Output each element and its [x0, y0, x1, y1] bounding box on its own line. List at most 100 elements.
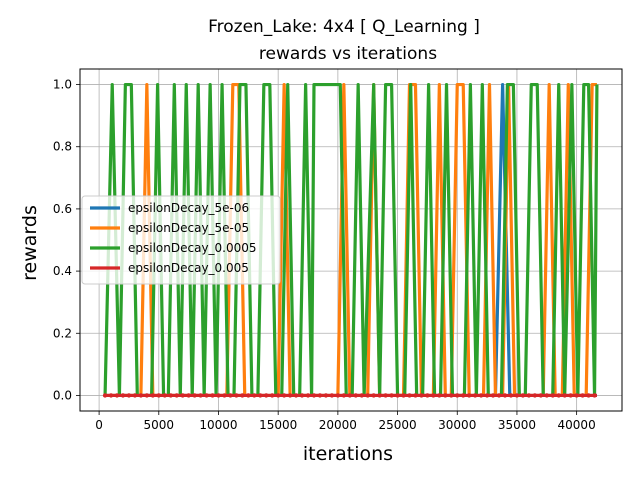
- series-marker-3: [580, 393, 585, 398]
- series-marker-3: [407, 393, 412, 398]
- series-marker-3: [180, 393, 185, 398]
- series-marker-3: [192, 393, 197, 398]
- series-marker-3: [419, 393, 424, 398]
- y-tick-label: 0.2: [53, 326, 72, 340]
- series-marker-3: [586, 393, 591, 398]
- series-marker-3: [144, 393, 150, 398]
- y-tick-label: 1.0: [53, 78, 72, 92]
- series-marker-3: [377, 393, 382, 398]
- legend-box: [81, 195, 281, 285]
- legend-label-1: epsilonDecay_5e-05: [128, 221, 249, 235]
- series-marker-3: [466, 393, 472, 398]
- series-marker-3: [287, 393, 293, 398]
- series-marker-3: [562, 393, 567, 398]
- series-marker-3: [455, 393, 460, 398]
- series-marker-3: [520, 393, 526, 398]
- legend-label-2: epsilonDecay_0.0005: [128, 241, 257, 255]
- series-marker-3: [108, 393, 114, 398]
- x-tick-label: 25000: [378, 418, 416, 432]
- series-marker-3: [550, 393, 555, 398]
- series-marker-3: [156, 393, 161, 398]
- series-marker-3: [526, 393, 532, 398]
- series-marker-3: [556, 393, 561, 398]
- series-marker-3: [252, 393, 257, 398]
- series-marker-3: [234, 393, 239, 398]
- series-marker-3: [383, 393, 388, 398]
- series-marker-3: [102, 393, 108, 398]
- series-marker-3: [461, 393, 466, 398]
- series-marker-3: [413, 393, 418, 398]
- series-marker-3: [359, 393, 364, 398]
- series-marker-3: [341, 393, 347, 398]
- series-marker-3: [168, 393, 173, 398]
- series-marker-3: [335, 393, 341, 398]
- series-marker-3: [389, 393, 394, 398]
- series-marker-3: [264, 393, 269, 398]
- x-tick-label: 30000: [438, 418, 476, 432]
- legend-items: epsilonDecay_5e-06 epsilonDecay_5e-05epsi…: [90, 201, 257, 275]
- series-marker-3: [472, 393, 478, 398]
- series-marker-3: [246, 393, 251, 398]
- chart-title: Frozen_Lake: 4x4 [ Q_Learning ]: [208, 17, 480, 37]
- series-marker-3: [496, 393, 502, 398]
- series-marker-3: [275, 393, 281, 398]
- series-marker-3: [204, 393, 209, 398]
- x-tick-label: 15000: [259, 418, 297, 432]
- legend: epsilonDecay_5e-06 epsilonDecay_5e-05epsi…: [81, 195, 281, 285]
- series-marker-3: [323, 393, 329, 398]
- series-marker-3: [258, 393, 263, 398]
- series-marker-3: [132, 393, 138, 398]
- series-marker-3: [228, 393, 233, 398]
- series-marker-3: [443, 393, 448, 398]
- series-marker-3: [162, 393, 167, 398]
- series-marker-3: [401, 393, 406, 398]
- legend-label-0: epsilonDecay_5e-06: [128, 201, 249, 215]
- series-marker-3: [120, 393, 126, 398]
- series-marker-3: [502, 393, 508, 398]
- series-marker-3: [270, 393, 275, 398]
- series-marker-3: [150, 393, 156, 398]
- series-marker-3: [299, 393, 305, 398]
- series-marker-3: [317, 393, 323, 398]
- series-marker-3: [216, 393, 221, 398]
- series-marker-3: [532, 393, 538, 398]
- y-tick-label: 0.0: [53, 388, 72, 402]
- series-marker-3: [353, 393, 358, 398]
- series-marker-3: [305, 393, 311, 398]
- series-marker-3: [329, 393, 335, 398]
- series-marker-3: [484, 393, 490, 398]
- series-marker-3: [365, 393, 370, 398]
- series-marker-3: [371, 393, 376, 398]
- x-tick-label: 10000: [199, 418, 237, 432]
- legend-label-3: epsilonDecay_0.005: [128, 261, 249, 275]
- series-marker-3: [240, 393, 245, 398]
- series-marker-3: [437, 393, 442, 398]
- x-tick-label: 20000: [319, 418, 357, 432]
- series-marker-3: [431, 393, 436, 398]
- series-marker-3: [293, 393, 299, 398]
- x-tick-label: 40000: [558, 418, 596, 432]
- series-marker-3: [592, 393, 597, 398]
- x-tick-label: 35000: [498, 418, 536, 432]
- y-tick-label: 0.4: [53, 264, 72, 278]
- x-tick-label: 0: [95, 418, 103, 432]
- series-marker-3: [347, 393, 353, 398]
- series-marker-3: [395, 393, 400, 398]
- series-marker-3: [210, 393, 215, 398]
- series-marker-3: [538, 393, 544, 398]
- y-tick-label: 0.6: [53, 202, 72, 216]
- x-axis-label: iterations: [303, 443, 393, 465]
- series-marker-3: [544, 393, 549, 398]
- y-tick-label: 0.8: [53, 140, 72, 154]
- series-marker-3: [311, 393, 317, 398]
- series-marker-3: [425, 393, 430, 398]
- series-marker-3: [198, 393, 203, 398]
- series-marker-3: [281, 393, 287, 398]
- series-marker-3: [574, 393, 579, 398]
- series-marker-3: [222, 393, 227, 398]
- series-marker-3: [186, 393, 191, 398]
- y-axis-label: rewards: [19, 205, 41, 281]
- plot-frame: [79, 68, 623, 412]
- tick-layer: 0 5000 10000 15000 20000 25000 30000 35000 40000…: [53, 78, 596, 432]
